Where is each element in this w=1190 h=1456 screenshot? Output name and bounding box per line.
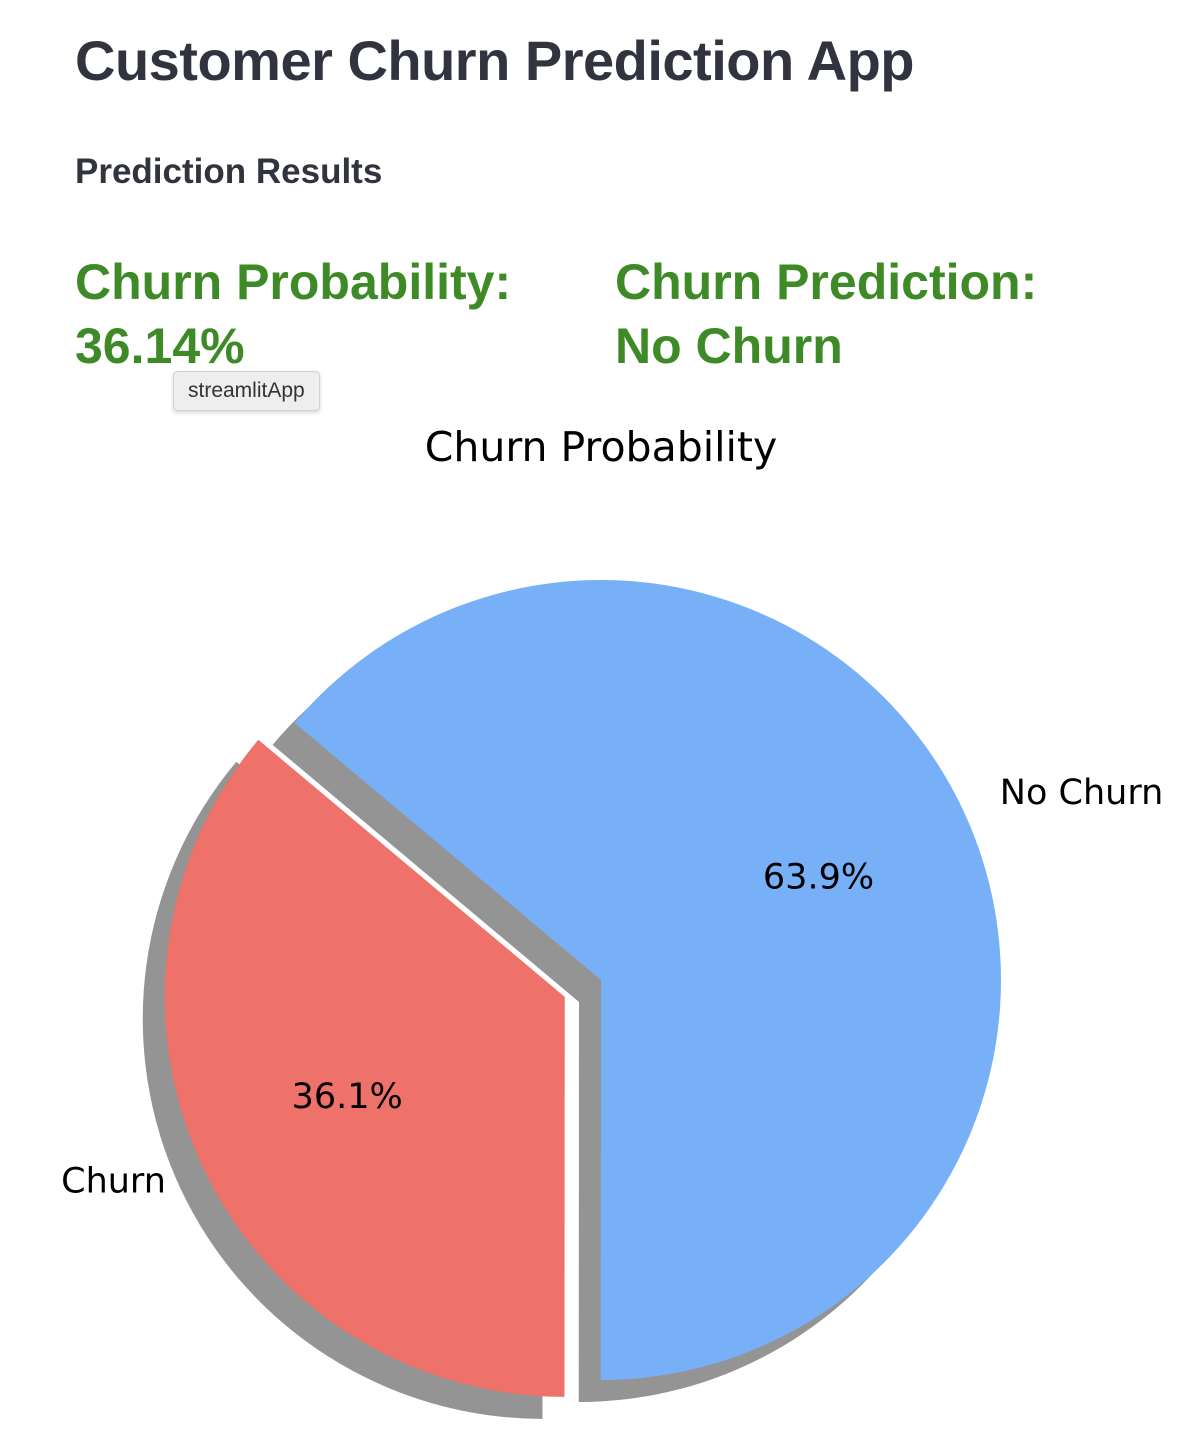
- pie-slice-layer: [164, 580, 1001, 1397]
- prediction-results-heading: Prediction Results: [75, 152, 383, 191]
- churn-prediction-text: Churn Prediction: No Churn: [615, 254, 1038, 374]
- pie-label-layer: Churn 36.1% No Churn 63.9%: [61, 773, 1163, 1201]
- pie-label-churn: Churn: [61, 1162, 166, 1202]
- churn-probability-text: Churn Probability: 36.14%: [75, 254, 512, 374]
- churn-pie-chart: Churn 36.1% No Churn 63.9% Churn Probabilit…: [61, 423, 1163, 1419]
- chart-title: Churn Probability: [425, 423, 777, 471]
- pie-slice-churn: [164, 739, 565, 1397]
- streamlit-app-tooltip: streamlitApp: [173, 371, 320, 411]
- pie-pct-label-no-churn: 63.9%: [763, 858, 874, 898]
- pie-pct-label-churn: 36.1%: [292, 1077, 403, 1117]
- app-title: Customer Churn Prediction App: [75, 29, 915, 92]
- pie-slice-no-churn: [294, 580, 1001, 1381]
- pie-label-no-churn: No Churn: [1000, 773, 1163, 813]
